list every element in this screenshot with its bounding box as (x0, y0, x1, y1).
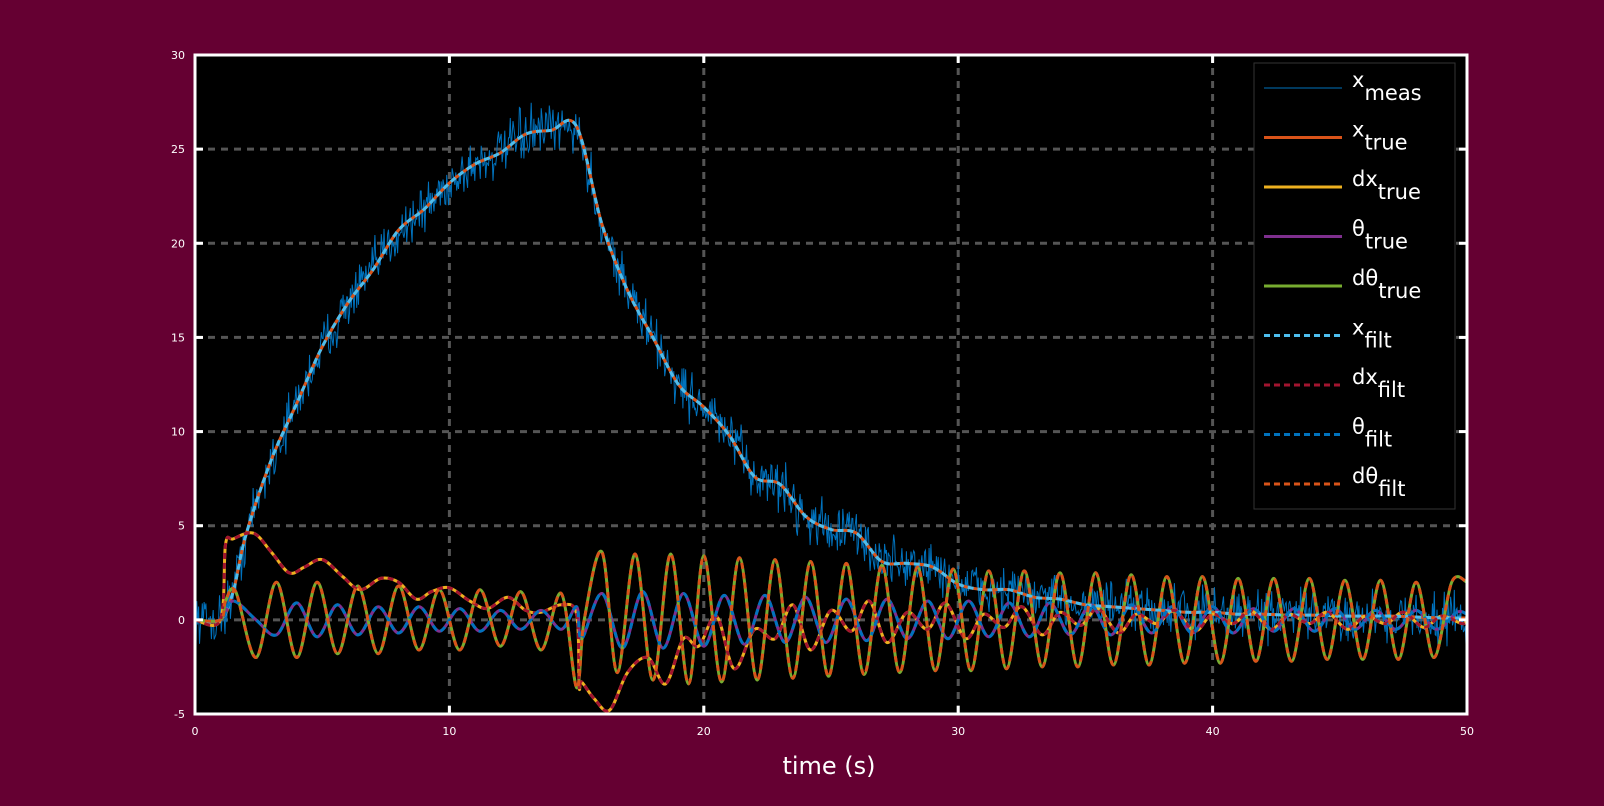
x-axis-label: time (s) (782, 752, 875, 780)
y-tick-label: 20 (171, 237, 185, 250)
legend-item: dθtrue (1264, 266, 1421, 303)
x-tick-label: 10 (442, 725, 456, 738)
x-tick-label: 0 (192, 725, 199, 738)
plot-frame (193, 53, 1469, 716)
y-tick-label: 25 (171, 143, 185, 156)
y-tick-label: -5 (174, 708, 185, 721)
legend-label: xfilt (1352, 316, 1392, 353)
legend-label: xmeas (1352, 68, 1422, 105)
legend-item: θtrue (1264, 217, 1408, 254)
x-tick-label: 40 (1206, 725, 1220, 738)
legend-item: xmeas (1264, 68, 1422, 105)
y-tick-label: 15 (171, 331, 185, 344)
legend-label: θtrue (1352, 217, 1408, 254)
series-x-filt-line (195, 118, 1467, 624)
series-dtheta-filt-line (195, 549, 1467, 690)
y-tick-label: 0 (178, 614, 185, 627)
legend-item: θfilt (1264, 415, 1392, 452)
y-tick-label: 30 (171, 49, 185, 62)
y-tick-label: 5 (178, 520, 185, 533)
x-tick-label: 30 (951, 725, 965, 738)
x-tick-label: 20 (697, 725, 711, 738)
legend-label: dxtrue (1352, 167, 1421, 204)
legend: xmeas xtrue dxtrue θtrue dθtrue xfilt dxfilt θf… (1253, 62, 1456, 510)
legend-label: xtrue (1352, 118, 1408, 155)
legend-label: θfilt (1352, 415, 1392, 452)
legend-label: dθtrue (1352, 266, 1421, 303)
grid (195, 55, 1467, 714)
legend-item: dθfilt (1264, 464, 1405, 501)
series-layer (195, 102, 1467, 713)
y-tick-label: 10 (171, 426, 185, 439)
legend-label: dθfilt (1352, 464, 1405, 501)
axis-ticks: 0 10 20 30 40 50 -5 0 5 10 15 20 25 30 (171, 49, 1474, 738)
legend-item: dxtrue (1264, 167, 1421, 204)
legend-label: dxfilt (1352, 365, 1405, 402)
x-tick-label: 50 (1460, 725, 1474, 738)
legend-item: dxfilt (1264, 365, 1405, 402)
legend-item: xtrue (1264, 118, 1408, 155)
legend-item: xfilt (1264, 316, 1392, 353)
